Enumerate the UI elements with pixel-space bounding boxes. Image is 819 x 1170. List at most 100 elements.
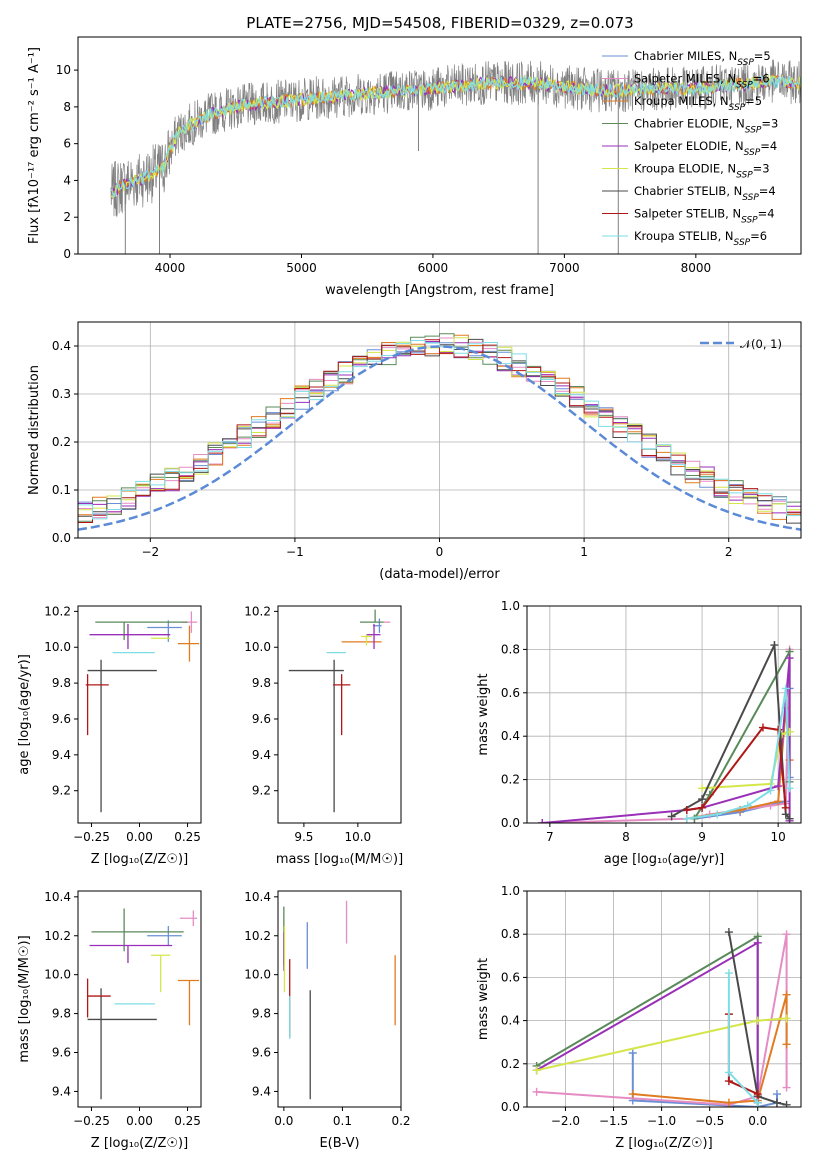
y-axis-label-part: mass weight: [476, 958, 491, 1040]
data-point-marker: [682, 805, 691, 814]
data-point-marker: [782, 930, 791, 939]
legend-entry-kroupa-stelib-part: Kroupa STELIB, N: [634, 229, 734, 243]
y-tick-label: 9.8: [52, 1007, 71, 1021]
x-axis-label-part: age [log₁₀(age/yr)]: [604, 852, 725, 867]
legend-entry-kroupa-elodie-part: =3: [753, 162, 770, 176]
y-tick-label: 9.6: [52, 712, 71, 726]
series-kroupa-elodie: [532, 1014, 791, 1075]
axes-frame: [77, 36, 802, 255]
y-tick-label: 0.4: [501, 1014, 520, 1028]
model-spectrum-kroupa-stelib: [110, 75, 801, 198]
data-point-marker: [698, 795, 707, 804]
data-point-marker: [713, 810, 722, 819]
x-tick-label: 2: [725, 545, 733, 559]
y-tick-label: 10.4: [44, 890, 71, 904]
x-tick-label: 6000: [418, 261, 449, 275]
x-axis-label: age [log₁₀(age/yr)]: [604, 852, 725, 867]
data-point-marker: [781, 684, 790, 693]
x-axis-label: mass [log₁₀(M/M☉)]: [276, 852, 403, 867]
x-tick-label: −0.5: [695, 1114, 724, 1128]
x-tick-label: −0.25: [73, 830, 110, 844]
x-tick-label: 10: [771, 830, 786, 844]
axes-frame: [277, 890, 402, 1108]
legend-entry-kroupa-miles: Kroupa MILES, NSSP=5: [634, 94, 762, 113]
error-point-chabrier-elodie: [91, 908, 184, 952]
data-point-marker: [753, 1016, 762, 1025]
legend-entry-chabrier-miles-part: Chabrier MILES, N: [634, 49, 737, 63]
data-point-marker: [753, 938, 762, 947]
x-axis-label: E(B-V): [319, 1136, 359, 1151]
legend-entry-chabrier-stelib: Chabrier STELIB, NSSP=4: [634, 184, 776, 203]
error-point-chabrier-elodie: [360, 609, 384, 623]
series-line: [686, 688, 791, 820]
axes-frame: [77, 321, 802, 539]
data-point-marker: [782, 1014, 791, 1023]
y-axis-label-part: mass weight: [476, 673, 491, 755]
legend-entry-kroupa-stelib: Kroupa STELIB, NSSP=6: [634, 229, 767, 248]
data-point-marker: [628, 1049, 637, 1057]
y-axis-label-part: mass [log₁₀(M/M☉)]: [17, 935, 32, 1062]
error-point-chabrier-miles: [147, 926, 182, 946]
x-axis-label: Z [log₁₀(Z/Z☉)]: [91, 852, 188, 867]
x-tick-label: 0.00: [126, 830, 153, 844]
legend-entry-salpeter-miles-part: SSP: [736, 81, 753, 91]
data-point-marker: [532, 1066, 541, 1075]
y-tick-label: 0.0: [501, 816, 520, 830]
x-tick-label: 0.25: [174, 1114, 201, 1128]
y-axis-label-part: Flux [fλ10⁻¹⁷ erg cm⁻² s⁻¹ A⁻¹]: [27, 47, 42, 244]
legend-entry-salpeter-stelib-part: Salpeter STELIB, N: [634, 207, 741, 221]
y-tick-label: 0.1: [52, 483, 71, 497]
x-tick-label: 8: [622, 830, 630, 844]
data-point-marker: [628, 1090, 637, 1099]
y-axis-label: Flux [fλ10⁻¹⁷ erg cm⁻² s⁻¹ A⁻¹]: [27, 47, 42, 244]
legend-entry-salpeter-elodie-part: SSP: [744, 148, 761, 158]
y-tick-label: 10.0: [44, 640, 71, 654]
y-tick-label: 0.3: [52, 387, 71, 401]
legend-entry-chabrier-miles-part: SSP: [737, 58, 754, 68]
y-tick-label: 9.6: [252, 712, 271, 726]
data-point-marker: [772, 1090, 781, 1099]
series-line: [536, 941, 759, 1103]
legend-entry-kroupa-elodie: Kroupa ELODIE, NSSP=3: [634, 162, 770, 181]
data-point-marker: [753, 1090, 762, 1099]
data-point-marker: [724, 969, 733, 978]
y-axis-label: mass weight: [476, 958, 491, 1040]
mass-weight-vs-age-panel: 7 8 9 10 0.0 0.2 0.4 0.6 0.8 1.0 age [log₁₀(age/yr…: [476, 599, 802, 867]
y-axis-label-part: age [log₁₀(age/yr)]: [17, 654, 32, 775]
error-point-salpeter-elodie: [366, 623, 381, 650]
x-tick-label: −1.0: [647, 1114, 676, 1128]
y-tick-label: 0.2: [501, 1057, 520, 1071]
histogram-chabrier-elodie: [78, 333, 801, 522]
legend-entry-salpeter-elodie: Salpeter ELODIE, NSSP=4: [634, 139, 777, 158]
data-point-marker: [781, 803, 790, 812]
grid-lines: [527, 890, 801, 1108]
data-point-marker: [667, 812, 676, 821]
legend-entry-chabrier-elodie: Chabrier ELODIE, NSSP=3: [634, 117, 778, 136]
y-axis-label-part: Normed distribution: [27, 365, 42, 495]
plot-area: [538, 641, 794, 823]
data-point-marker: [782, 990, 791, 999]
y-tick-label: 0.6: [501, 686, 520, 700]
y-tick-label: 0: [63, 247, 71, 261]
series-chabrier-stelib: [667, 641, 794, 823]
plot-area: [86, 908, 200, 1100]
data-point-marker: [782, 1040, 791, 1049]
y-tick-label: 10.0: [44, 968, 71, 982]
x-tick-label: −2: [141, 545, 159, 559]
y-tick-label: 10.2: [44, 604, 71, 618]
y-tick-label: 9.8: [52, 676, 71, 690]
y-tick-label: 0.6: [501, 970, 520, 984]
x-tick-label: 7: [546, 830, 554, 844]
axes-frame: [277, 605, 402, 824]
y-tick-label: 0.0: [52, 531, 71, 545]
error-point-kroupa-miles: [177, 625, 200, 662]
data-point-marker: [724, 1077, 733, 1086]
data-point-marker: [698, 803, 707, 812]
x-tick-label: 4000: [155, 261, 186, 275]
legend-entry-salpeter-miles-part: =6: [753, 72, 770, 86]
legend-entry-kroupa-miles-part: =5: [745, 94, 762, 108]
y-tick-label: 9.2: [252, 784, 271, 798]
x-tick-label: 9: [698, 830, 706, 844]
legend-entry-kroupa-miles-part: SSP: [729, 103, 746, 113]
